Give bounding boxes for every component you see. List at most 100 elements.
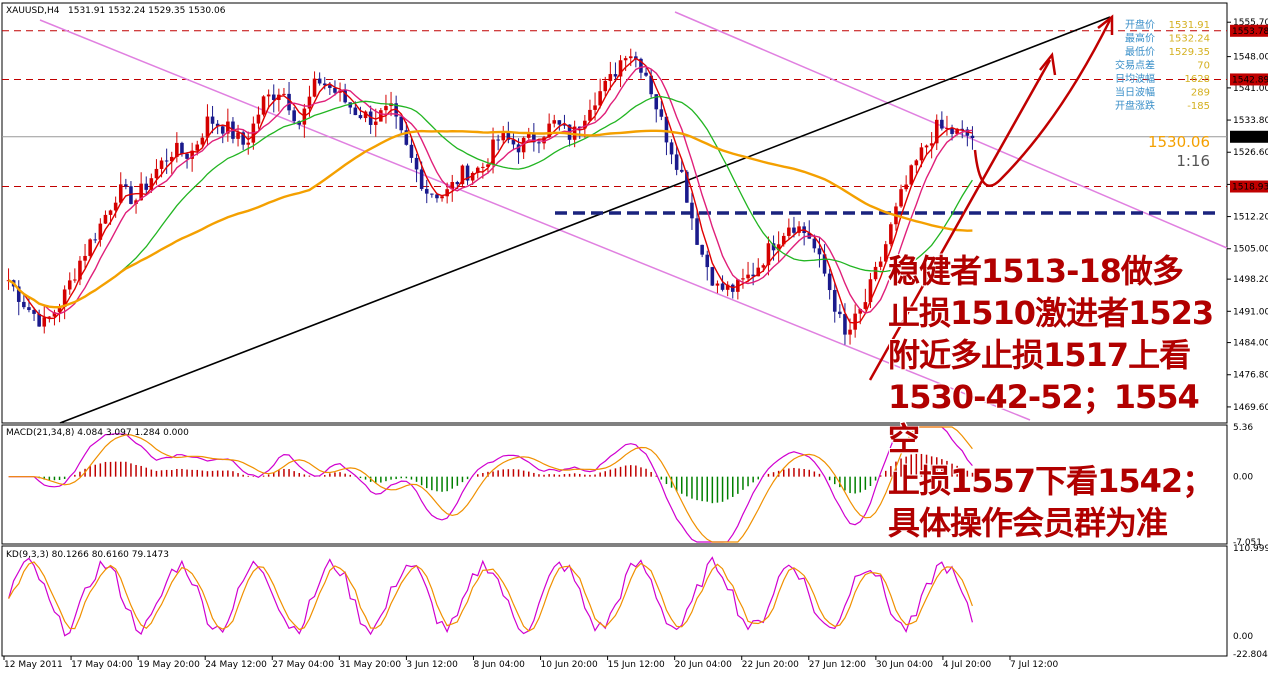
candle-body [108,210,113,215]
candle [93,232,98,244]
candle [113,196,118,218]
candle [409,136,414,163]
kd-layer [8,556,973,637]
price-tag [1230,24,1268,37]
time-tick-label: 30 Jun 04:00 [876,660,933,670]
candle-body [307,96,312,109]
candle-body [139,183,143,201]
candle-body [526,133,531,138]
candle-body [715,283,720,286]
candle [384,94,388,124]
candle-body [705,254,710,268]
trend-line [59,16,1111,424]
candle [246,131,251,155]
candle-body [771,243,776,251]
info-row-label: 最高价 [1125,32,1155,45]
candle [940,111,944,131]
candle-body [598,91,602,106]
candle [904,175,908,192]
time-tick-label: 19 May 20:00 [138,660,200,670]
candle [67,272,72,295]
kd-tick-label: -22.8043 [1233,650,1268,660]
price-tag-label: 1553.78 [1232,27,1268,37]
candle [751,262,755,286]
candle [674,145,679,176]
candle-body [409,144,414,158]
candle [16,280,21,316]
candle-body [608,74,613,81]
price-tick-label: 1476.80 [1233,371,1268,381]
candle-body [83,255,87,261]
candle-body [486,164,490,167]
candle [282,87,286,96]
time-tick-label: 27 May 04:00 [272,660,334,670]
macd-pane[interactable] [1,424,1228,545]
candle-body [557,120,562,125]
macd-line [8,426,973,543]
candle-body [720,283,725,290]
candle [379,107,383,122]
price-pane[interactable] [1,2,1228,424]
info-row-value: 1529.35 [1169,47,1210,58]
candle-body [940,119,944,129]
kd-k-line [8,556,973,637]
candle-body [613,74,618,77]
candle [787,218,791,240]
info-row-value: 1628 [1185,74,1210,85]
candle [491,127,495,174]
big-price: 1530.06 [1148,133,1210,151]
candle-body [659,109,664,117]
candle [883,240,888,264]
candle-body [475,167,480,173]
candle [486,158,490,174]
candle-body [700,244,704,255]
price-tag [1230,130,1268,143]
candle-body [883,244,888,262]
info-row-label: 最低价 [1125,45,1155,58]
candle [261,95,266,117]
candle [695,209,699,245]
candle [317,72,322,86]
candle-body [506,132,511,140]
candle-body [287,93,291,111]
candle [292,107,296,125]
candle-body [379,110,383,122]
kd-pane[interactable] [1,545,1228,657]
candle [103,210,108,224]
candle [83,243,87,269]
price-tick-label: 1548.00 [1233,53,1268,63]
candle-body [113,202,118,211]
candle-body [853,313,857,330]
candle-body [618,60,623,77]
time-tick-label: 20 Jun 04:00 [675,660,732,670]
candle-body [460,165,465,185]
candle [88,238,92,259]
candle [149,173,154,193]
candle-body [781,235,786,245]
candle [287,81,291,115]
candle [690,192,694,230]
candle-body [317,78,322,84]
candle-body [914,160,919,166]
candle-body [470,172,475,181]
candle [557,120,562,131]
candle-body [16,286,21,302]
candle [929,132,934,159]
candle-body [440,196,444,199]
candle [792,216,796,238]
candle [736,279,740,300]
candle [588,99,592,122]
candle-body [338,90,342,93]
candle-body [159,160,164,169]
candle-body [481,166,485,168]
time-tick-label: 10 Jun 20:00 [541,660,598,670]
ohlc-label: 1531.91 1532.24 1529.35 1530.06 [68,6,226,16]
candle [766,236,771,276]
candle-body [256,114,261,124]
candle-body [848,329,852,335]
candle-body [164,160,169,162]
price-tick-label: 1555.70 [1233,18,1268,28]
candle [22,293,26,310]
candle [659,100,664,121]
